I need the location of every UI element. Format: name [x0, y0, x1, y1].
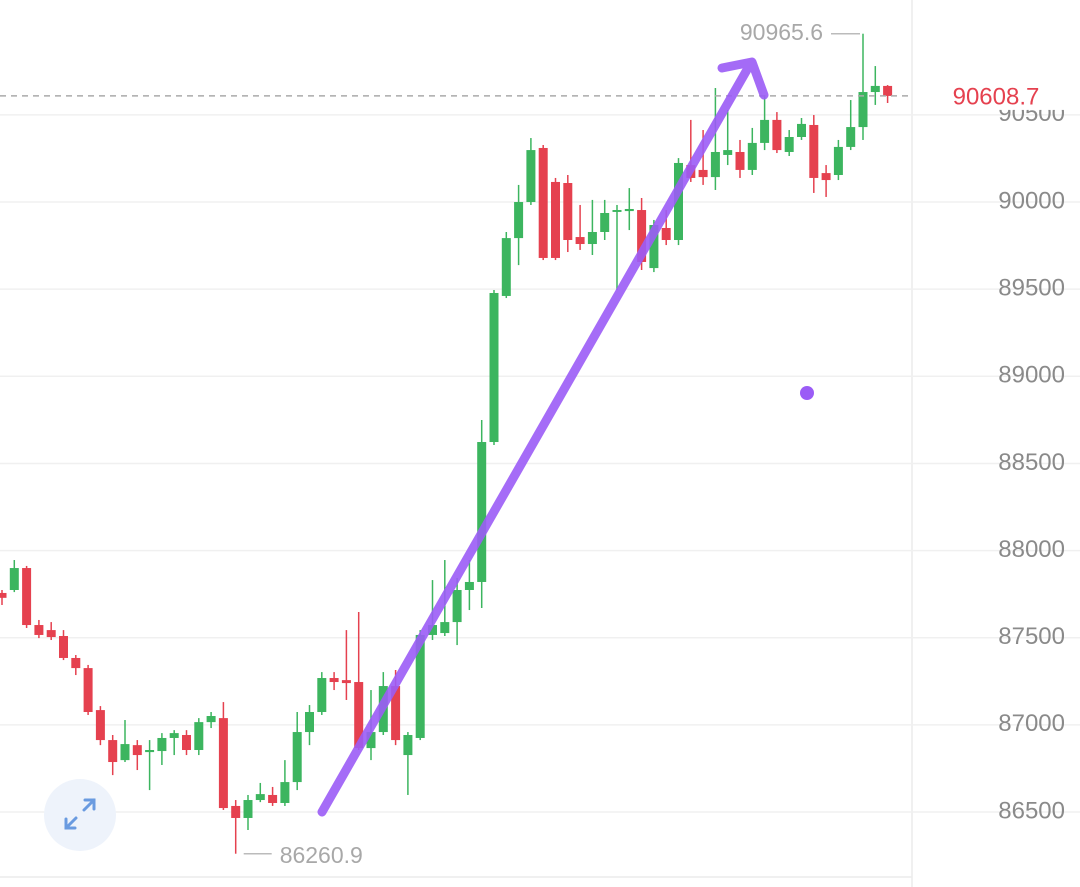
candle-body: [218, 718, 228, 809]
candle-body: [95, 710, 105, 741]
candle-body: [661, 227, 671, 241]
candle-body: [723, 150, 733, 155]
candle-body: [194, 722, 204, 751]
candle-body: [600, 212, 610, 232]
candle-body: [329, 678, 339, 683]
candle-body: [108, 740, 118, 763]
candle-body: [120, 744, 130, 761]
candle-body: [169, 733, 179, 738]
y-tick-label: 86500: [998, 797, 1065, 824]
candle-body: [317, 678, 327, 713]
candle-body: [464, 581, 474, 590]
candle-body: [760, 119, 770, 143]
candle-body: [575, 237, 585, 245]
candle-body: [0, 592, 7, 598]
candle-body: [354, 682, 364, 749]
annotation-arrow: [317, 57, 769, 817]
candle-body: [674, 162, 683, 241]
candle-body: [452, 589, 462, 623]
candle-body: [833, 146, 843, 175]
candle-body: [772, 119, 782, 151]
candle-body: [132, 745, 142, 756]
candle-body: [34, 625, 44, 635]
candle-body: [514, 202, 524, 239]
candle-body: [624, 208, 634, 212]
candle-body: [280, 782, 290, 803]
candle-body: [477, 442, 487, 582]
expand-bg[interactable]: [44, 779, 116, 851]
arrow-head: [717, 57, 769, 100]
candle-body: [637, 210, 647, 262]
y-tick-label: 87500: [998, 623, 1065, 650]
candles: [0, 33, 893, 854]
max-label: 90965.6: [740, 19, 823, 45]
labels: 86500 87000 87500 88000 88500 89000 89500 90000…: [0, 19, 1080, 868]
y-tick-label: 88500: [998, 449, 1065, 476]
candle-body: [243, 800, 253, 818]
candle-body: [821, 173, 831, 181]
expand-button[interactable]: [44, 779, 116, 851]
y-tick-label: 90000: [998, 187, 1065, 214]
candle-body: [46, 630, 56, 638]
candle-body: [858, 92, 868, 128]
candle-body: [9, 568, 19, 590]
candle-body: [809, 124, 819, 178]
candle-body: [563, 183, 573, 241]
arrow-line: [317, 63, 753, 817]
candle-body: [784, 136, 794, 152]
candle-body: [538, 147, 548, 258]
candle-body: [292, 732, 302, 783]
candle-body: [71, 657, 81, 669]
grid: [0, 114, 1080, 813]
y-tick-label: 87000: [998, 710, 1065, 737]
candle-body: [206, 716, 216, 723]
candle-body: [415, 634, 425, 738]
min-label: 86260.9: [280, 842, 363, 868]
candle-body: [883, 85, 893, 96]
candle-body: [501, 238, 511, 296]
last-price-label: 90608.7: [953, 83, 1040, 110]
candle-body: [341, 680, 351, 684]
candle-body: [182, 735, 191, 751]
candle-body: [870, 85, 880, 93]
candle-body: [587, 231, 597, 245]
candle-body: [145, 750, 155, 753]
candle-body: [735, 151, 745, 170]
candle-body: [698, 169, 708, 178]
candle-body: [440, 622, 450, 634]
y-tick-label: 89000: [998, 362, 1065, 389]
candle-body: [846, 127, 856, 147]
candle-body: [231, 805, 241, 818]
candle-body: [797, 123, 806, 137]
candle-body: [428, 625, 437, 635]
y-tick-label: 89500: [998, 275, 1065, 302]
candle-body: [403, 735, 413, 756]
expand-icon: [64, 798, 96, 830]
candle-body: [551, 181, 560, 258]
candle-body: [489, 292, 499, 443]
candle-body: [710, 151, 720, 178]
candle-body: [22, 568, 32, 626]
candle-body: [157, 737, 167, 752]
candle-body: [526, 150, 536, 203]
candle-body: [649, 225, 659, 269]
candle-body: [59, 636, 68, 658]
candle-body: [305, 712, 314, 733]
candle-body: [612, 210, 622, 212]
candle-body: [366, 732, 376, 749]
candle-body: [255, 794, 265, 801]
candle-body: [391, 686, 401, 741]
y-tick-label: 88000: [998, 536, 1065, 563]
candle-body: [268, 794, 278, 803]
candle-body: [83, 668, 93, 713]
candle-body: [747, 142, 757, 170]
last-price-bg: [916, 81, 1080, 110]
annotation-dot: [800, 386, 814, 400]
